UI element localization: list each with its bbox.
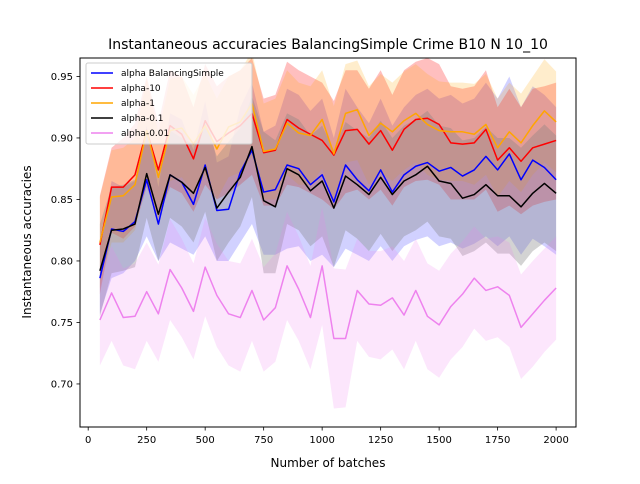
x-tick-label: 250: [137, 435, 156, 446]
x-tick-label: 500: [196, 435, 215, 446]
y-axis: 0.70 0.75 0.80 0.85 0.90 0.95: [51, 72, 80, 391]
x-tick-label: 1500: [426, 435, 451, 446]
x-tick-label: 1250: [368, 435, 393, 446]
y-tick-label: 0.70: [51, 380, 73, 391]
line-series-4: [99, 265, 557, 340]
plot-area-frame: [79, 57, 577, 428]
x-axis: 0 250 500 750 1000 1250 1500 1750 2000: [85, 427, 569, 446]
legend-label: alpha-0.1: [121, 114, 164, 124]
y-tick-label: 0.95: [51, 72, 73, 83]
y-tick-label: 0.85: [51, 195, 73, 206]
y-tick-label: 0.75: [51, 318, 73, 329]
legend-label: alpha BalancingSimple: [121, 69, 224, 79]
band-series-4: [99, 206, 557, 409]
x-tick-label: 750: [254, 435, 273, 446]
y-tick-label: 0.80: [51, 257, 73, 268]
x-axis-label: Number of batches: [271, 456, 386, 470]
legend-label: alpha-0.01: [121, 129, 169, 139]
x-tick-label: 1750: [485, 435, 510, 446]
x-tick-label: 0: [85, 435, 91, 446]
line-series-3: [99, 145, 557, 271]
y-tick-label: 0.90: [51, 134, 73, 145]
x-tick-label: 2000: [543, 435, 568, 446]
legend: alpha BalancingSimple alpha-10 alpha-1 alph…: [85, 62, 253, 145]
y-axis-label: Instantaneous accuracies: [20, 165, 34, 318]
chart-title: Instantaneous accuracies BalancingSimple…: [108, 37, 548, 53]
legend-label: alpha-1: [121, 99, 155, 109]
x-tick-label: 1000: [309, 435, 334, 446]
legend-box: [85, 62, 253, 145]
legend-label: alpha-10: [121, 84, 161, 94]
band-series-3: [99, 96, 557, 317]
